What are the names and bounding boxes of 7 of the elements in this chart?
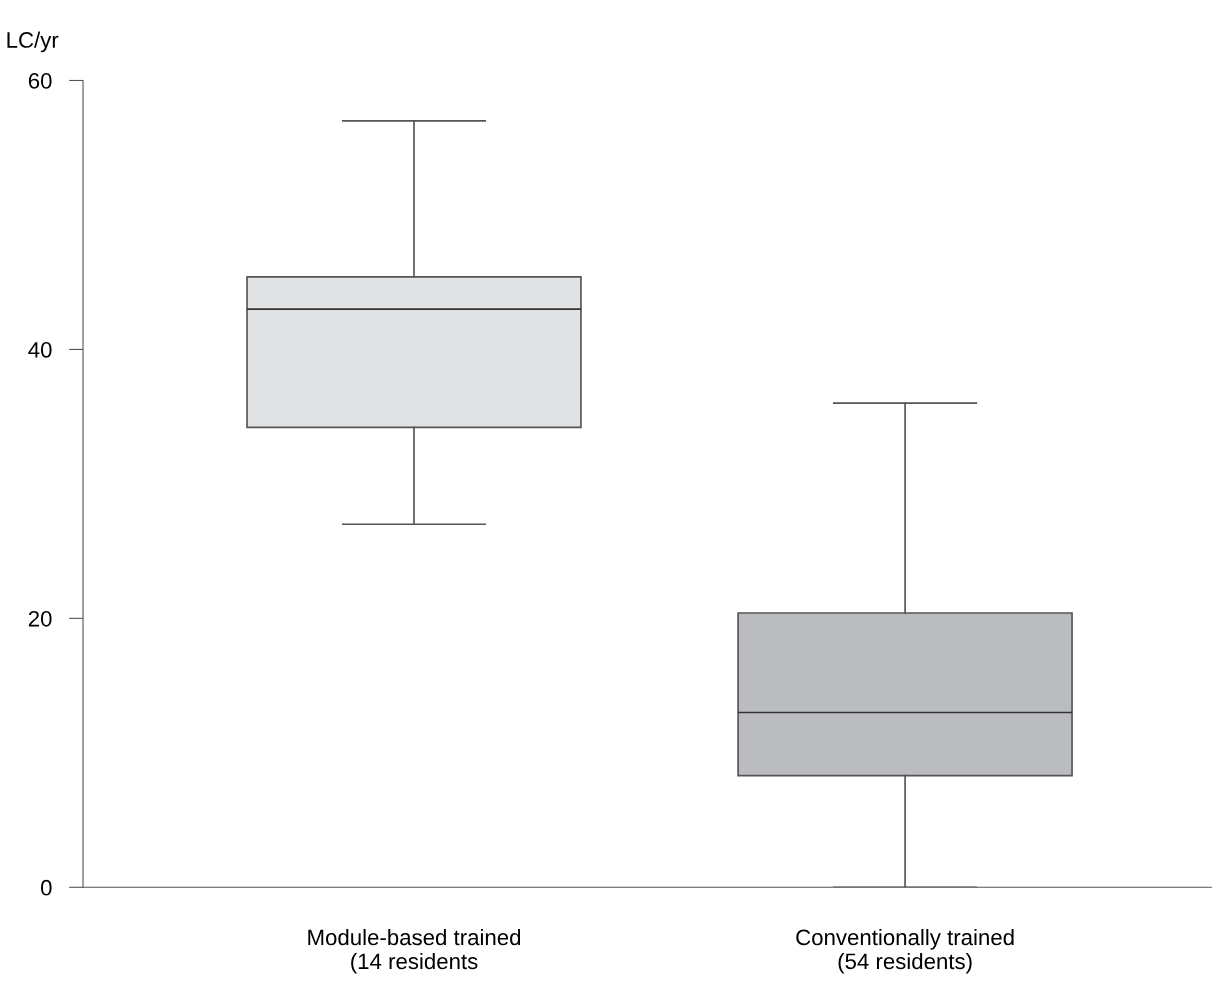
y-tick-label: 60 xyxy=(28,73,52,89)
x-tick-label: Module-based trained (14 residents xyxy=(308,928,521,974)
y-tick-label: 40 xyxy=(28,341,52,358)
y-tick-label: 20 xyxy=(28,610,52,627)
y-axis-title: LC/yr xyxy=(7,31,59,53)
x-tick-label: Conventionally trained (54 residents) xyxy=(796,928,1014,974)
y-tick-label: 0 xyxy=(40,879,52,896)
